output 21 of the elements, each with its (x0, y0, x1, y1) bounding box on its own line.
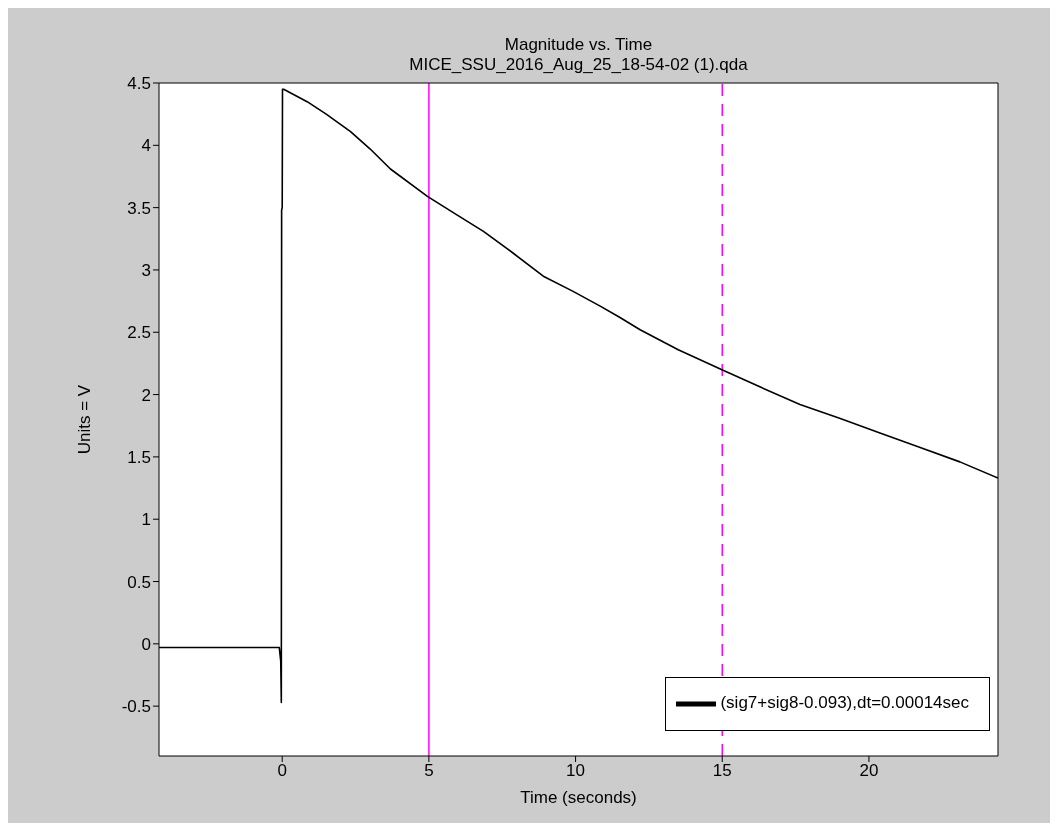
chart-title: Magnitude vs. Time (503, 35, 654, 55)
y-tick-label: 0.5 (127, 572, 151, 592)
x-axis-title: Time (seconds) (520, 788, 637, 808)
y-tick-label: 0 (141, 634, 151, 654)
y-tick-label: 4 (141, 136, 151, 156)
x-tick-label: 20 (859, 761, 879, 781)
y-tick-label: 4.5 (127, 74, 151, 94)
y-tick-label: 3.5 (127, 198, 151, 218)
y-tick-label: 2.5 (127, 323, 151, 343)
x-tick-label: 5 (424, 761, 434, 781)
x-tick-label: 15 (712, 761, 732, 781)
chart-subtitle: MICE_SSU_2016_Aug_25_18-54-02 (1).qda (408, 55, 749, 75)
y-tick-label: 3 (141, 260, 151, 280)
x-tick-label: 0 (277, 761, 287, 781)
legend-label: (sig7+sig8-0.093),dt=0.00014sec (720, 693, 969, 713)
y-tick-label: 1.5 (127, 447, 151, 467)
y-tick-label: 1 (141, 510, 151, 530)
y-axis-title: Units = V (75, 384, 95, 455)
y-tick-label: 2 (141, 385, 151, 405)
x-tick-label: 10 (566, 761, 586, 781)
y-tick-label: -0.5 (121, 697, 151, 717)
